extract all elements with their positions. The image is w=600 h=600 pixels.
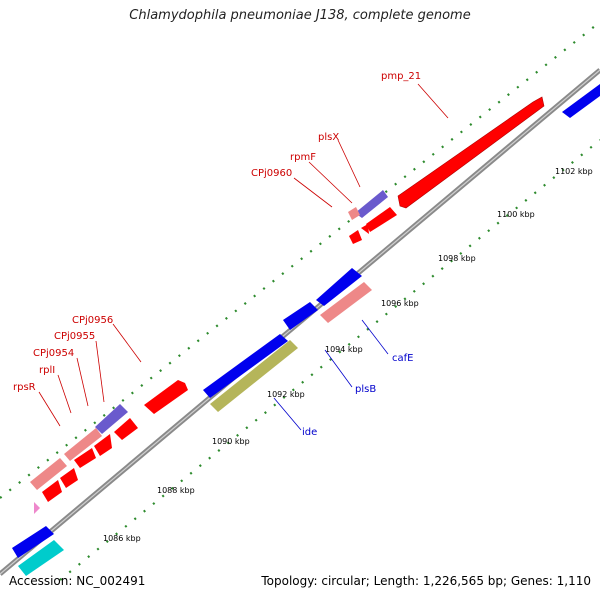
label-ide: ide: [302, 427, 317, 438]
gene-pmp-21: [397, 96, 545, 209]
gene-red-cluster-2: [60, 468, 78, 488]
label-plsB: plsB: [355, 384, 376, 395]
tick-label-1086: 1086 kbp: [103, 534, 141, 543]
label-CPj0954: CPj0954: [33, 348, 74, 359]
gene-red-1090: [144, 380, 188, 414]
reverse-leaders: [273, 319, 389, 431]
tick-label-1088: 1088 kbp: [157, 486, 195, 495]
gene-ide: [210, 340, 298, 412]
gene-blue-1093: [283, 302, 318, 330]
gene-rpsR: [94, 434, 112, 456]
accession-text: Accession: NC_002491: [9, 574, 146, 588]
lower-tick-track: [59, 139, 600, 581]
label-pmp-21: pmp_21: [381, 71, 421, 82]
tick-label-1096: 1096 kbp: [381, 299, 419, 308]
gene-blue-bottom-left: [12, 526, 54, 558]
tick-label-1090: 1090 kbp: [212, 437, 250, 446]
gene-small-red-1: [361, 224, 369, 234]
label-CPj0955: CPj0955: [54, 331, 95, 342]
gene-red-cluster-1: [74, 448, 96, 468]
gene-pink-small: [34, 502, 40, 514]
tick-label-1098: 1098 kbp: [438, 254, 476, 263]
gene-red-cluster-3: [42, 480, 62, 502]
upper-tick-track: [0, 21, 600, 499]
tick-label-1102: 1102 kbp: [555, 167, 593, 176]
gene-plsX: [355, 190, 388, 218]
gene-CPj0956: [95, 404, 128, 434]
gene-CPj0954: [30, 458, 67, 490]
gene-rpmF: [348, 207, 360, 220]
gene-cafE: [320, 282, 372, 323]
label-plsX: plsX: [318, 132, 339, 143]
gene-CPj0955: [64, 428, 102, 461]
gene-CPj0960: [349, 230, 362, 244]
gene-blue-1092: [203, 334, 288, 398]
tick-label-1092: 1092 kbp: [267, 390, 305, 399]
gene-red-near-plsX: [366, 207, 397, 232]
tick-label-1100: 1100 kbp: [497, 210, 535, 219]
label-cafE: cafE: [392, 353, 413, 364]
gene-rplI: [114, 418, 138, 440]
label-rplI: rplI: [39, 365, 55, 376]
gene-plsB: [316, 268, 362, 306]
figure-title: Chlamydophila pneumoniae J138, complete …: [129, 8, 471, 23]
label-rpmF: rpmF: [290, 152, 316, 163]
label-CPj0960: CPj0960: [251, 168, 292, 179]
forward-leaders: [38, 83, 449, 427]
label-CPj0956: CPj0956: [72, 315, 113, 326]
genome-summary-text: Topology: circular; Length: 1,226,565 bp…: [261, 574, 591, 588]
tick-label-1094: 1094 kbp: [325, 345, 363, 354]
label-rpsR: rpsR: [13, 382, 36, 393]
gene-cyan-bottom-left: [18, 540, 64, 576]
gene-blue-right-edge: [562, 84, 600, 118]
